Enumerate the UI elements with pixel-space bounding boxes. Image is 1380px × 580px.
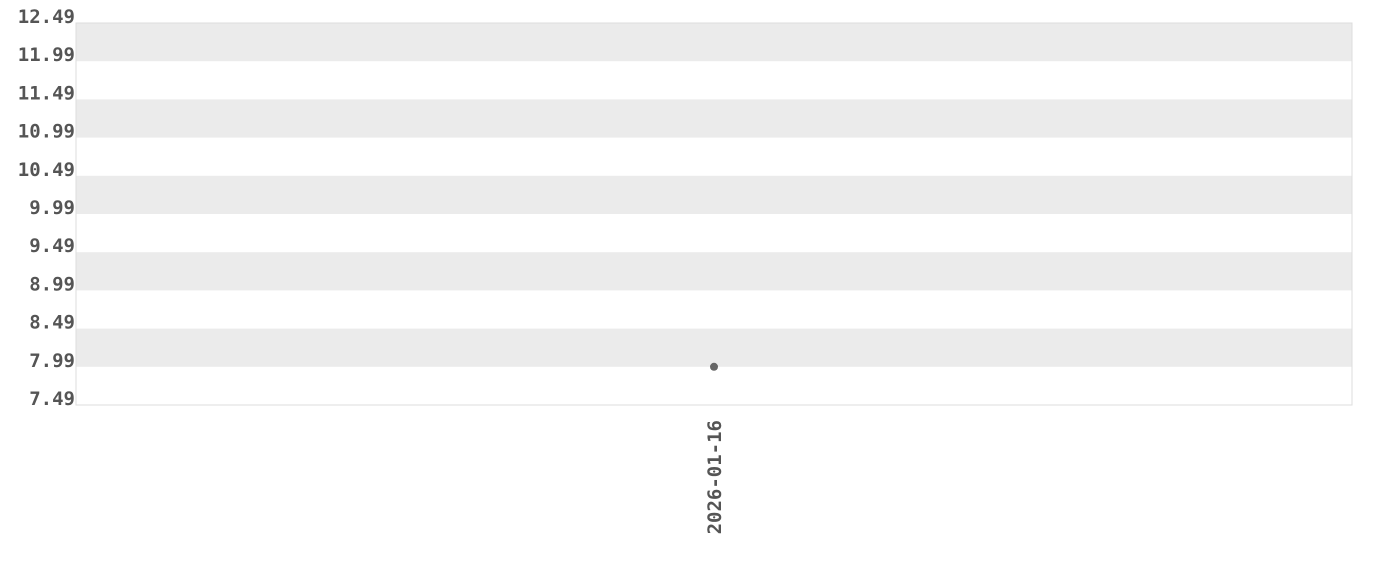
y-tick-label: 11.49 — [18, 82, 75, 104]
grid-band — [76, 252, 1352, 291]
x-axis: 2026-01-16 — [704, 420, 726, 534]
y-tick-label: 10.49 — [18, 159, 75, 181]
y-tick-label: 10.99 — [18, 121, 75, 143]
grid-band — [76, 23, 1352, 62]
data-point — [710, 362, 718, 371]
y-tick-label: 9.99 — [29, 197, 75, 219]
grid-band — [76, 328, 1352, 367]
y-tick-label: 8.99 — [29, 273, 75, 295]
y-tick-label: 9.49 — [29, 235, 75, 257]
x-tick-label: 2026-01-16 — [704, 420, 726, 534]
y-tick-label: 7.49 — [29, 388, 75, 410]
data-points — [710, 362, 718, 371]
grid-band — [76, 99, 1352, 138]
y-tick-label: 12.49 — [18, 6, 75, 28]
y-tick-label: 7.99 — [29, 350, 75, 372]
plot-area-border — [75, 22, 1353, 406]
grid-band — [76, 175, 1352, 214]
y-tick-label: 8.49 — [29, 312, 75, 334]
y-axis: 12.49 11.99 11.49 10.99 10.49 9.99 9.49 8.99 8.4… — [18, 6, 75, 410]
y-tick-label: 11.99 — [18, 44, 75, 66]
grid-bands — [76, 23, 1352, 367]
